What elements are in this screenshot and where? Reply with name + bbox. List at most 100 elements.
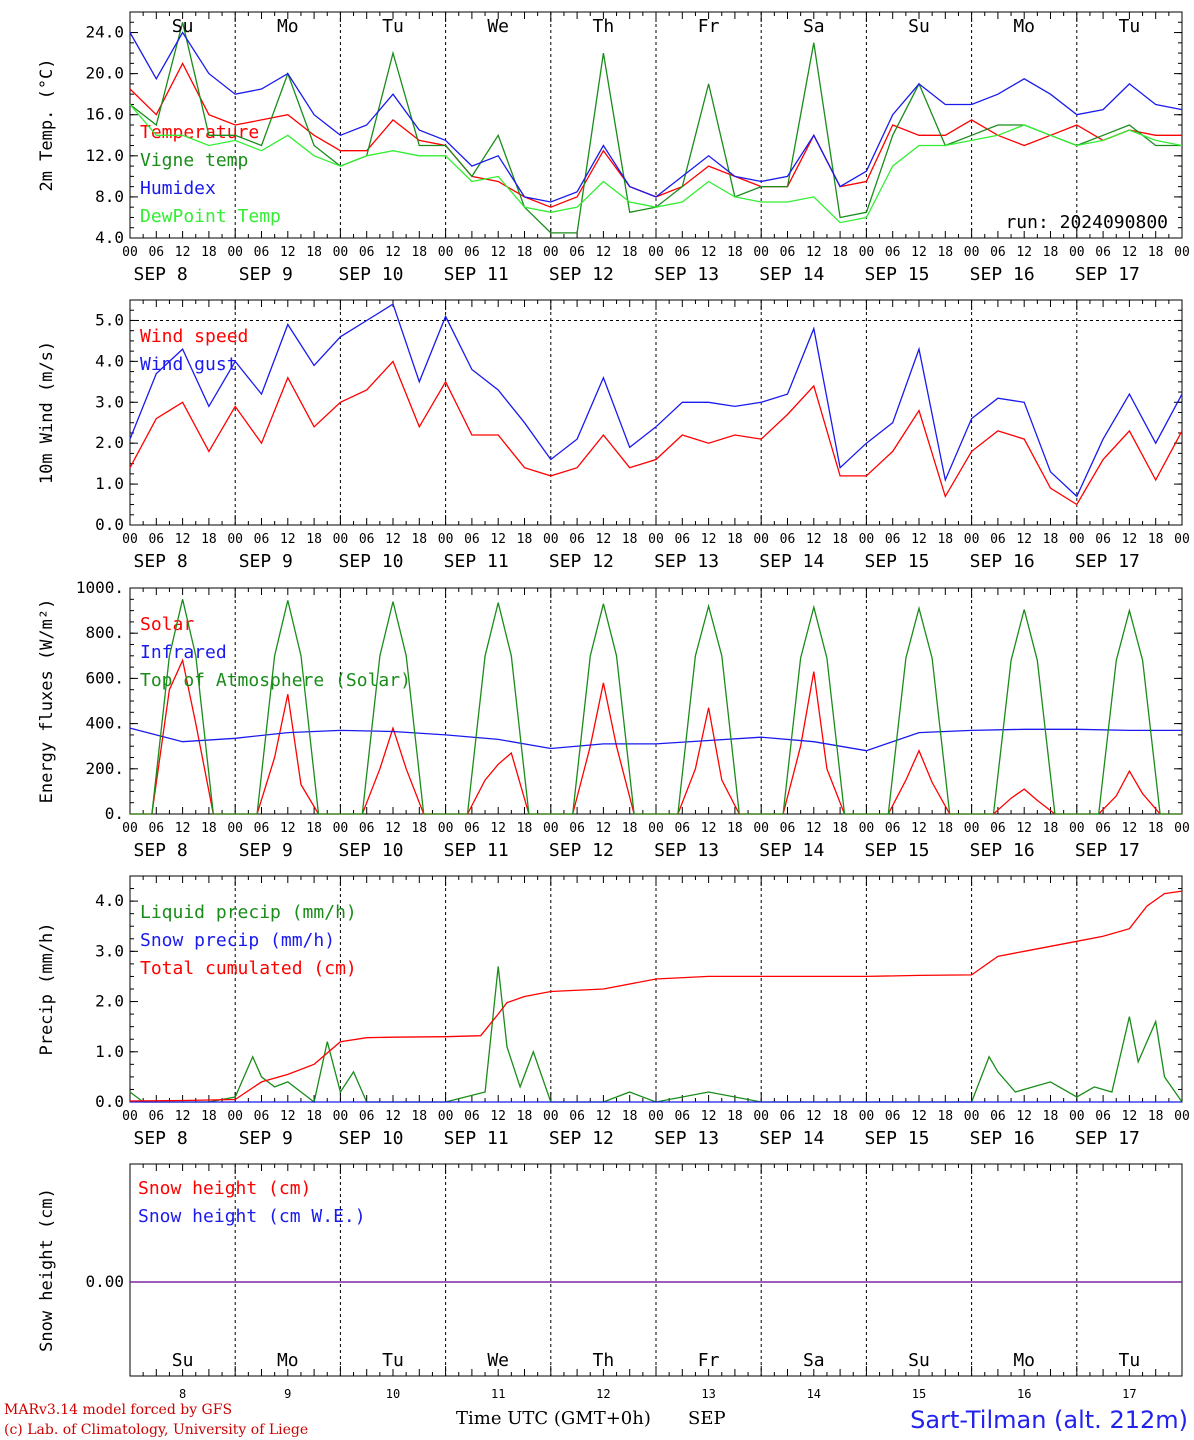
hour-label: 06 <box>885 532 901 547</box>
hour-label: 12 <box>911 532 927 547</box>
hour-label: 06 <box>254 1109 270 1124</box>
day-number: 9 <box>284 1387 291 1401</box>
hour-label: 00 <box>859 821 875 836</box>
date-label: SEP 8 <box>134 840 188 861</box>
hour-label: 18 <box>1043 532 1059 547</box>
hour-label: 06 <box>359 245 375 260</box>
hour-label: 00 <box>438 1109 454 1124</box>
weekday-label: Su <box>172 1350 194 1371</box>
weekday-label: Fr <box>698 1350 720 1371</box>
hour-label: 12 <box>596 532 612 547</box>
hour-label: 18 <box>517 532 533 547</box>
date-label: SEP 10 <box>338 551 403 572</box>
hour-label: 00 <box>859 1109 875 1124</box>
hour-label: 00 <box>1069 245 1085 260</box>
date-label: SEP 17 <box>1075 840 1140 861</box>
hour-label: 06 <box>674 532 690 547</box>
hour-label: 00 <box>753 245 769 260</box>
weekday-label: Tu <box>382 16 404 37</box>
hour-label: 00 <box>333 532 349 547</box>
y-tick-label: 1000. <box>76 578 124 597</box>
hour-label: 00 <box>1069 1109 1085 1124</box>
hour-label: 06 <box>254 821 270 836</box>
date-label: SEP 12 <box>549 840 614 861</box>
y-axis-title: Energy fluxes (W/m²) <box>37 599 57 804</box>
y-tick-label: 0. <box>105 804 124 823</box>
hour-label: 18 <box>306 532 322 547</box>
legend-entry: Vigne temp <box>140 150 248 171</box>
weekday-label: Tu <box>1119 16 1141 37</box>
time-axis-label: Time UTC (GMT+0h) <box>456 1408 651 1429</box>
weekday-label: Tu <box>382 1350 404 1371</box>
hour-label: 06 <box>990 1109 1006 1124</box>
hour-label: 18 <box>937 245 953 260</box>
date-label: SEP 13 <box>654 840 719 861</box>
hour-label: 06 <box>1095 532 1111 547</box>
hour-label: 00 <box>543 245 559 260</box>
weekday-label: Su <box>908 1350 930 1371</box>
day-number: 17 <box>1122 1387 1136 1401</box>
panel-1: 4.0 8.0 12.0 16.0 20.0 24.0 2m Temp. (°C) Tempe… <box>37 11 1190 285</box>
hour-label: 18 <box>832 532 848 547</box>
date-label: SEP 16 <box>970 551 1035 572</box>
hour-label: 06 <box>780 532 796 547</box>
hour-label: 12 <box>490 532 506 547</box>
hour-label: 06 <box>674 821 690 836</box>
hour-label: 06 <box>569 1109 585 1124</box>
y-tick-label: 2.0 <box>95 992 124 1011</box>
hour-label: 12 <box>806 1109 822 1124</box>
date-label: SEP 15 <box>864 1128 929 1149</box>
hour-label: 06 <box>1095 821 1111 836</box>
hour-label: 06 <box>569 821 585 836</box>
hour-label: 18 <box>517 1109 533 1124</box>
date-label: SEP 17 <box>1075 264 1140 285</box>
date-label: SEP 14 <box>759 840 824 861</box>
legend-entry: Top of Atmosphere (Solar) <box>140 670 411 691</box>
y-tick-label: 4.0 <box>95 228 124 247</box>
date-label: SEP 11 <box>444 1128 509 1149</box>
weekday-label: Th <box>593 16 615 37</box>
hour-label: 00 <box>122 245 138 260</box>
hour-label: 06 <box>569 532 585 547</box>
hour-label: 06 <box>780 245 796 260</box>
hour-label: 00 <box>543 1109 559 1124</box>
day-number: 11 <box>491 1387 505 1401</box>
weekday-label: Mo <box>277 16 299 37</box>
hour-label: 06 <box>885 1109 901 1124</box>
panels: 4.0 8.0 12.0 16.0 20.0 24.0 2m Temp. (°C) Tempe… <box>37 11 1190 1401</box>
hour-label: 00 <box>438 245 454 260</box>
date-label: SEP 16 <box>970 840 1035 861</box>
hour-label: 00 <box>859 532 875 547</box>
hour-label: 12 <box>280 245 296 260</box>
y-axis-title: 2m Temp. (°C) <box>37 58 57 191</box>
hour-label: 12 <box>490 245 506 260</box>
hour-label: 12 <box>701 245 717 260</box>
hour-label: 06 <box>674 1109 690 1124</box>
run-label: run: 2024090800 <box>1005 212 1168 233</box>
hour-label: 00 <box>438 532 454 547</box>
hour-label: 06 <box>359 821 375 836</box>
hour-label: 12 <box>280 532 296 547</box>
weekday-label: Mo <box>1013 16 1035 37</box>
hour-label: 18 <box>1043 1109 1059 1124</box>
month-label: SEP <box>688 1408 726 1429</box>
hour-label: 18 <box>727 821 743 836</box>
hour-label: 12 <box>596 821 612 836</box>
y-tick-label: 5.0 <box>95 310 124 329</box>
date-label: SEP 14 <box>759 264 824 285</box>
hour-label: 06 <box>990 532 1006 547</box>
hour-label: 00 <box>964 821 980 836</box>
hour-label: 18 <box>517 821 533 836</box>
hour-label: 06 <box>990 245 1006 260</box>
panel-5: 0.00 Snow height (cm) Snow height (cm) Snow… <box>37 1163 1183 1401</box>
legend-entry: Snow height (cm W.E.) <box>138 1206 366 1227</box>
hour-label: 18 <box>832 821 848 836</box>
date-label: SEP 17 <box>1075 551 1140 572</box>
weekday-label: Sa <box>803 1350 825 1371</box>
hour-label: 18 <box>1043 245 1059 260</box>
hour-label: 00 <box>227 1109 243 1124</box>
hour-label: 00 <box>333 245 349 260</box>
y-tick-label: 20.0 <box>85 64 124 83</box>
